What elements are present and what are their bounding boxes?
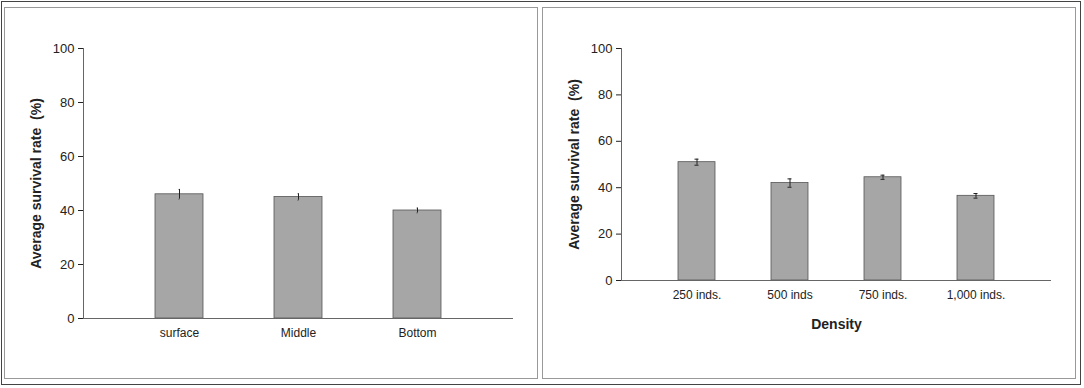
svg-text:250 inds.: 250 inds.: [673, 288, 722, 302]
svg-text:80: 80: [60, 95, 74, 110]
svg-text:Average survival rate (%): Average survival rate (%): [28, 98, 44, 269]
svg-text:500 inds: 500 inds: [767, 288, 812, 302]
svg-text:20: 20: [60, 257, 74, 272]
svg-text:1,000 inds.: 1,000 inds.: [947, 288, 1006, 302]
svg-text:100: 100: [591, 41, 613, 56]
svg-text:Bottom: Bottom: [398, 326, 436, 340]
svg-text:80: 80: [598, 87, 612, 102]
svg-text:0: 0: [605, 273, 612, 288]
svg-text:20: 20: [598, 226, 612, 241]
svg-text:Density: Density: [811, 316, 862, 332]
svg-text:40: 40: [598, 180, 612, 195]
svg-text:Middle: Middle: [281, 326, 317, 340]
svg-text:Average survival rate (%): Average survival rate (%): [566, 79, 582, 250]
svg-text:750 inds.: 750 inds.: [859, 288, 908, 302]
svg-text:surface: surface: [160, 326, 200, 340]
svg-text:100: 100: [53, 41, 75, 56]
svg-text:40: 40: [60, 203, 74, 218]
svg-text:0: 0: [67, 311, 74, 326]
svg-text:60: 60: [598, 133, 612, 148]
svg-text:60: 60: [60, 149, 74, 164]
